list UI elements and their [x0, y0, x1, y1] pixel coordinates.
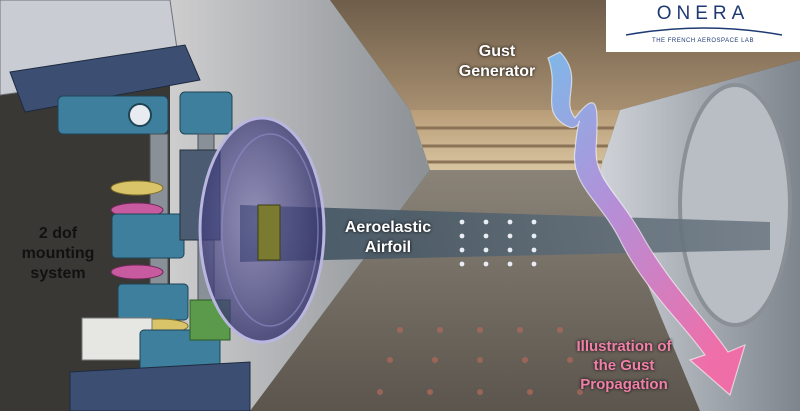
mounting-system-line-1: 2 dof: [38, 225, 78, 242]
gust-generator-label: Gust Generator: [452, 42, 542, 82]
mounting-system-cad: [0, 0, 326, 411]
mounting-system-label: 2 dof mounting system: [2, 224, 114, 284]
aeroelastic-airfoil-label: Aeroelastic Airfoil: [318, 218, 458, 258]
gust-generator-line-1: Gust: [478, 43, 516, 60]
right-wall-window: [678, 83, 792, 327]
gust-propagation-label: Illustration of the Gust Propagation: [560, 338, 688, 394]
propagation-line-1: Illustration of: [576, 338, 672, 355]
logo-wordmark: ONERA: [656, 3, 750, 24]
gust-generator-line-2: Generator: [458, 63, 536, 80]
propagation-line-3: Propagation: [580, 375, 668, 393]
mounting-system-line-3: system: [30, 265, 86, 282]
floor-pressure-taps: [377, 327, 583, 395]
logo-swoosh-icon: [625, 27, 783, 36]
gust-propagation-arrow: [547, 51, 746, 397]
airfoil-line-1: Aeroelastic: [344, 219, 432, 236]
mounting-system-line-2: mounting: [21, 245, 95, 262]
propagation-line-2: the Gust: [593, 356, 655, 374]
onera-logo: ONERA THE FRENCH AEROSPACE LAB: [606, 0, 800, 52]
airfoil-marker-grid: [459, 219, 537, 267]
logo-tagline: THE FRENCH AEROSPACE LAB: [652, 38, 754, 44]
airfoil-line-2: Airfoil: [364, 239, 412, 256]
